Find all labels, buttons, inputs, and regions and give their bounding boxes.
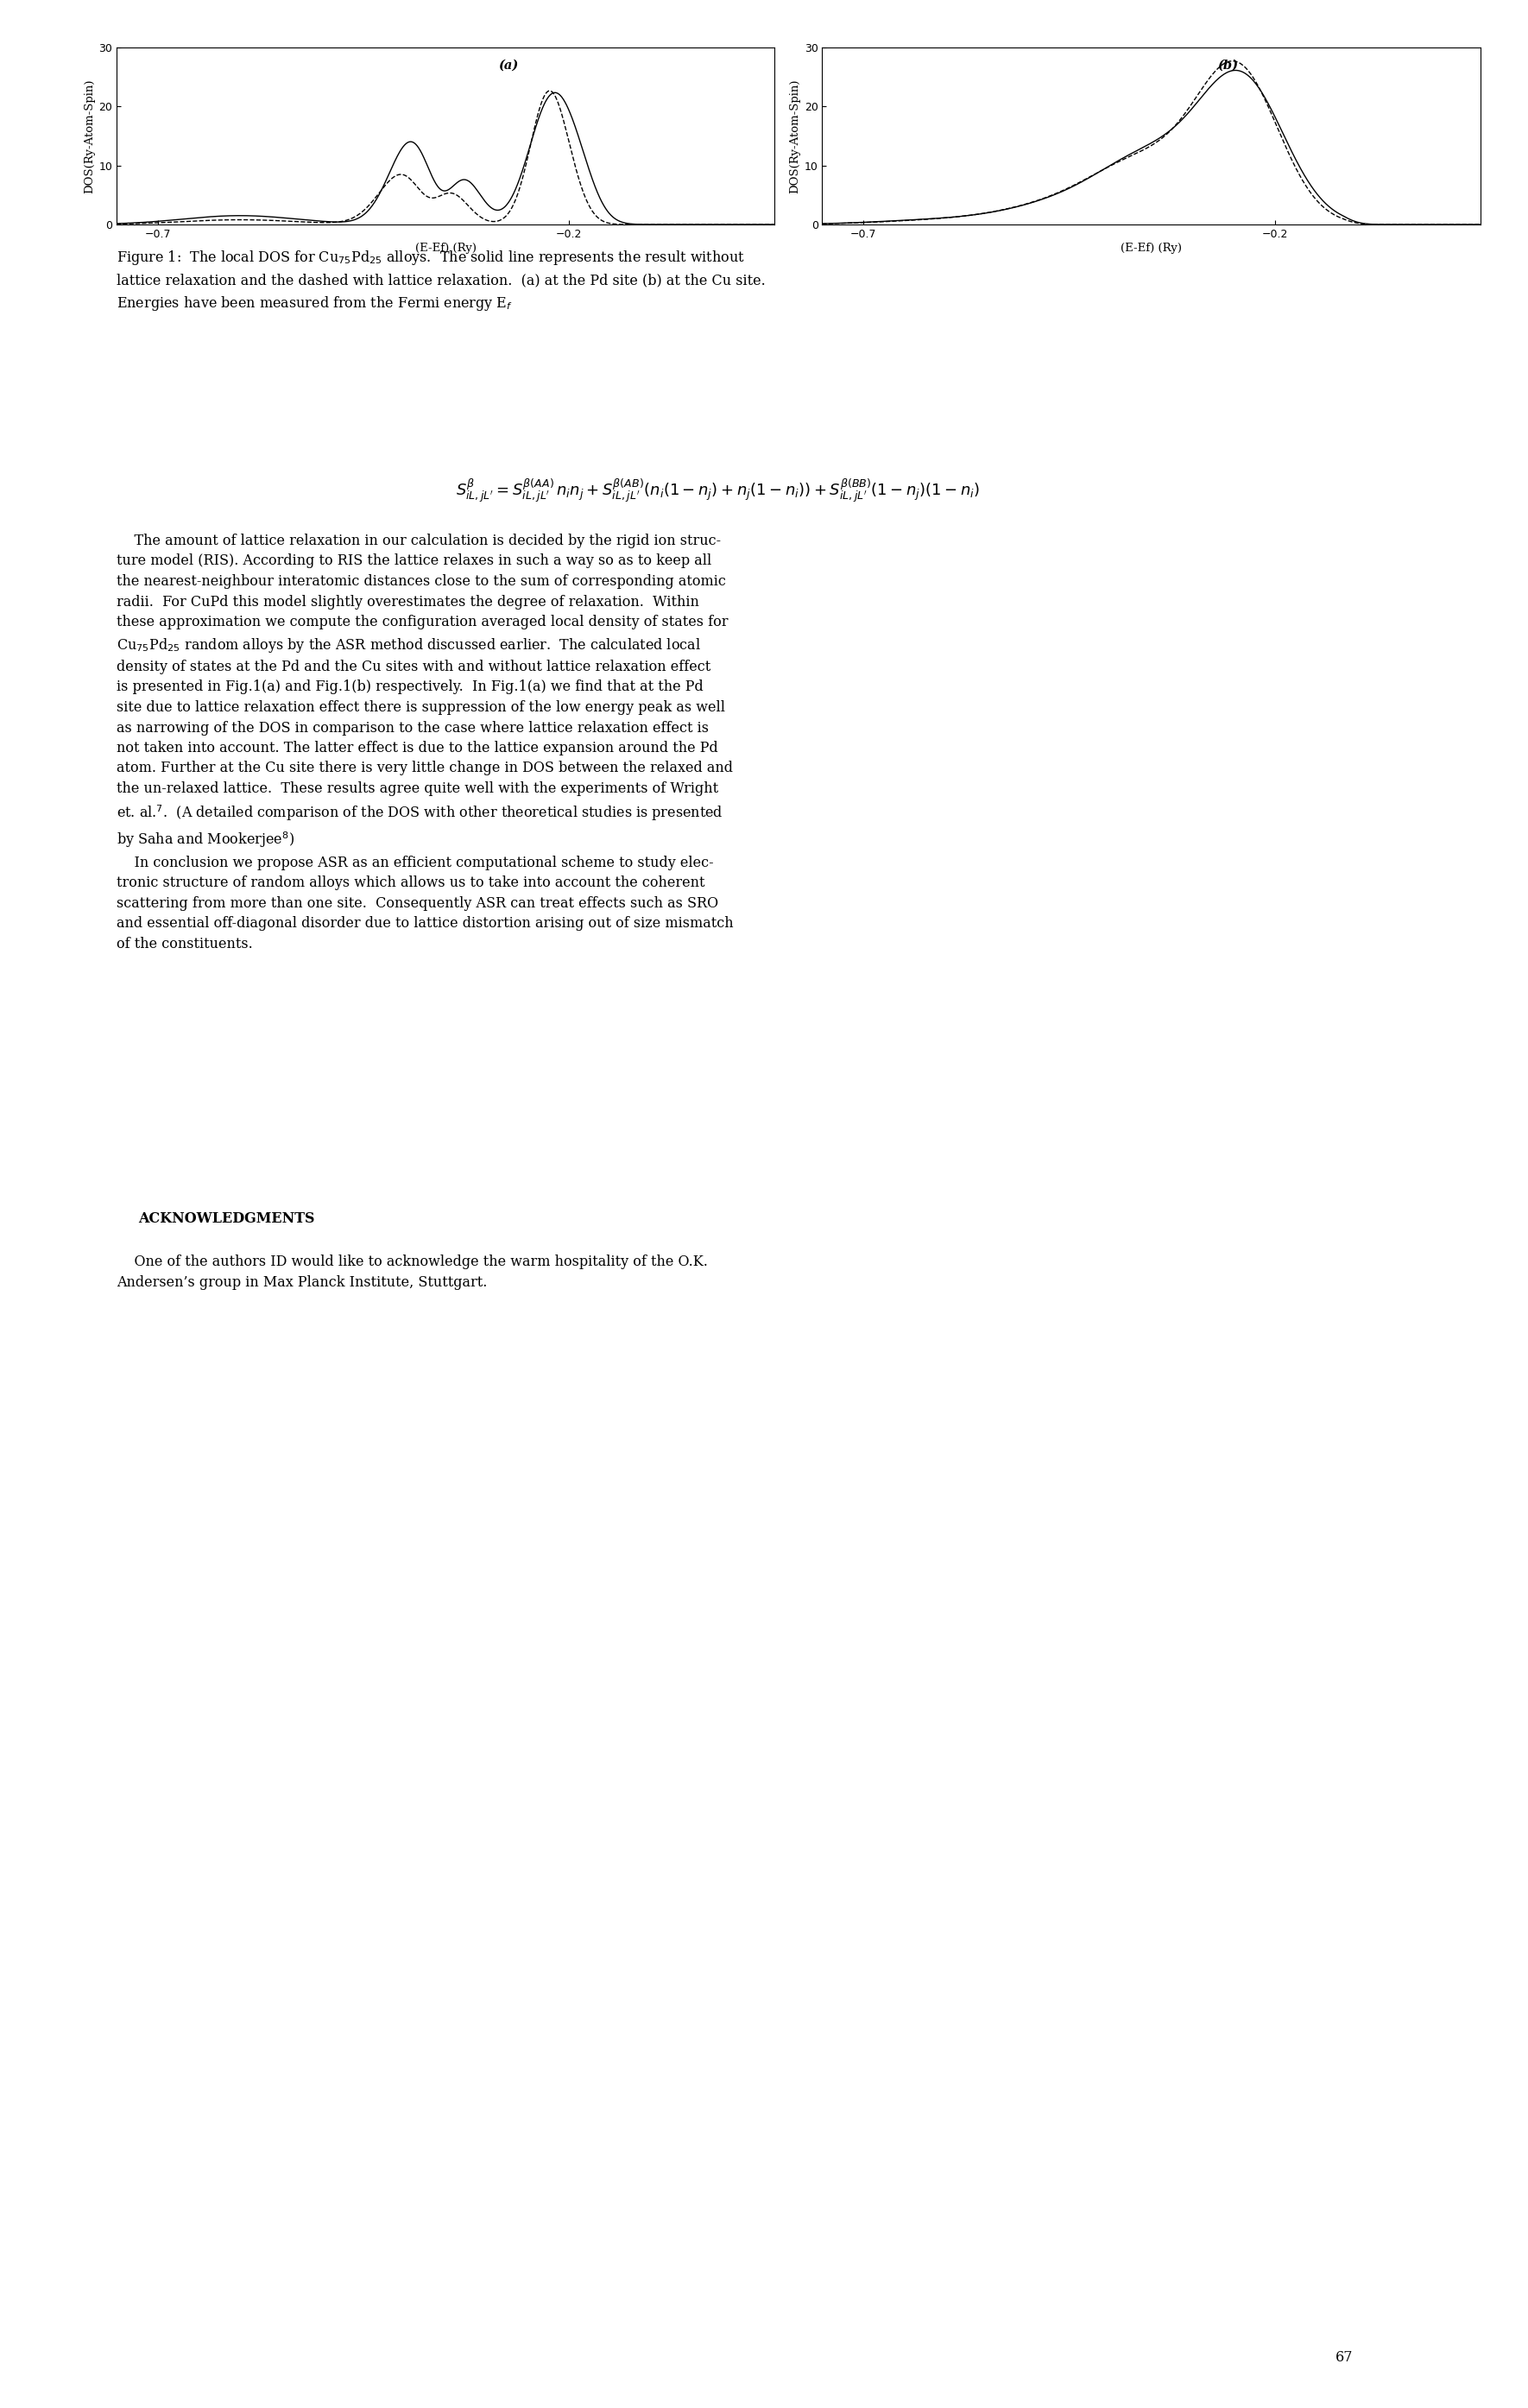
Text: ACKNOWLEDGMENTS: ACKNOWLEDGMENTS xyxy=(138,1211,315,1226)
Y-axis label: DOS(Ry-Atom-Spin): DOS(Ry-Atom-Spin) xyxy=(790,79,801,193)
Text: (a): (a) xyxy=(498,60,518,72)
Text: Figure 1:  The local DOS for Cu$_{75}$Pd$_{25}$ alloys.  The solid line represen: Figure 1: The local DOS for Cu$_{75}$Pd$… xyxy=(116,248,766,313)
Text: One of the authors ID would like to acknowledge the warm hospitality of the O.K.: One of the authors ID would like to ackn… xyxy=(116,1255,707,1288)
Y-axis label: DOS(Ry-Atom-Spin): DOS(Ry-Atom-Spin) xyxy=(84,79,95,193)
Text: $S^{\beta}_{iL,jL^{\prime}} = S^{\beta(AA)}_{iL,jL^{\prime}}\,n_i n_j + S^{\beta: $S^{\beta}_{iL,jL^{\prime}} = S^{\beta(A… xyxy=(455,477,981,506)
X-axis label: (E-Ef) (Ry): (E-Ef) (Ry) xyxy=(1120,243,1183,253)
Text: (b): (b) xyxy=(1218,60,1238,72)
X-axis label: (E-Ef) (Ry): (E-Ef) (Ry) xyxy=(416,243,477,253)
Text: The amount of lattice relaxation in our calculation is decided by the rigid ion : The amount of lattice relaxation in our … xyxy=(116,535,733,951)
Text: 67: 67 xyxy=(1335,2350,1354,2365)
